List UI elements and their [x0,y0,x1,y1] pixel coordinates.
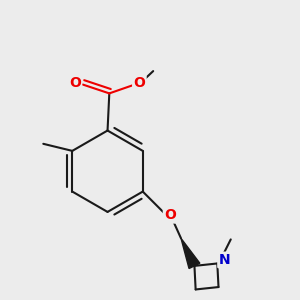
Text: O: O [69,76,81,91]
Text: N: N [219,253,230,267]
Polygon shape [181,238,200,268]
Text: O: O [164,208,176,222]
Text: O: O [134,76,145,90]
